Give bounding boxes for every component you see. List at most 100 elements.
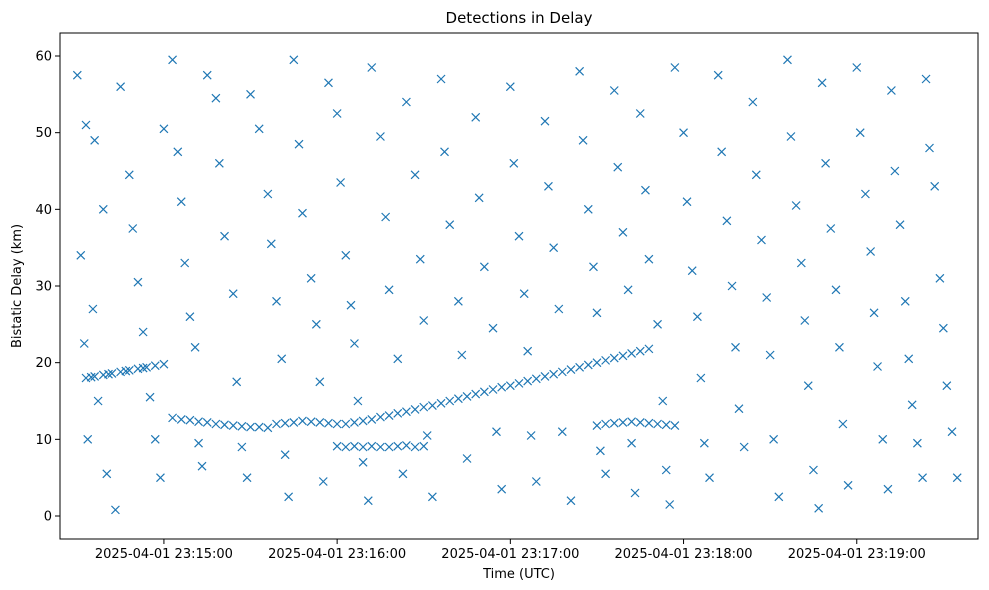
detection-point [717,147,727,157]
detection-point [350,418,359,427]
detection-point [783,55,792,65]
detection-point [942,381,952,391]
detection-point [592,308,602,318]
x-axis: 2025-04-01 23:15:00 2025-04-01 23:16:00 20… [95,539,926,562]
detection-point [860,189,870,199]
detection-point [358,442,368,452]
detection-point [952,473,962,483]
detection-point [644,418,654,428]
detection-point [601,419,611,429]
detection-point [246,422,255,432]
detection-point [557,427,567,437]
detection-point [294,139,304,149]
detection-point [86,372,96,382]
detection-point [453,296,463,306]
detection-point [488,385,498,394]
detection-point [852,63,862,72]
detection-point [479,262,489,272]
detection-point [315,418,325,427]
detection-point [554,304,564,314]
detection-point [618,351,628,361]
detection-point [93,396,103,406]
detection-point [111,505,120,515]
detection-point [786,132,796,141]
detection-point [925,143,934,153]
detection-point [419,441,429,451]
detection-point [180,258,190,268]
detection-point [237,442,247,452]
detection-point [367,414,377,424]
detection-point [890,166,900,176]
detection-point [800,316,810,325]
detection-point [306,417,316,427]
detection-point [566,496,576,506]
detection-point [415,254,425,264]
detection-point [124,365,134,375]
detection-point [445,220,455,230]
detection-point [220,420,229,430]
detection-point [358,416,368,426]
detection-point [88,304,98,314]
detection-point [376,412,385,422]
detection-point [90,372,100,381]
detection-point [692,312,702,322]
detection-point [324,78,333,88]
detection-point [748,97,758,107]
detection-point [658,396,668,406]
detection-point [930,181,940,191]
detection-point [609,418,619,428]
detection-point [102,469,112,479]
detection-point [471,389,481,399]
detection-point [803,381,813,391]
detection-point [263,189,273,199]
detection-point [381,212,391,222]
detection-point [479,387,489,397]
detection-point [682,197,692,207]
detection-point [531,477,541,486]
detection-point [138,327,148,337]
detection-point [817,78,827,88]
detection-point [918,473,927,483]
detection-point [332,109,342,118]
detection-point [935,273,945,283]
detection-point [419,316,429,325]
detection-point [509,158,519,168]
detection-point [220,231,229,241]
detection-point [544,181,553,191]
detection-point [190,342,200,352]
y-tick-label: 0 [44,510,52,525]
detection-point [280,450,290,460]
detection-point [635,109,645,118]
detection-point [232,377,242,387]
detection-point [705,473,714,483]
detection-point [519,289,529,299]
detection-point [635,418,645,427]
detection-point [575,362,585,372]
detection-point [142,362,152,372]
detection-point [791,201,801,210]
detection-point [641,185,650,195]
detection-point [769,434,779,444]
detection-point [341,442,351,452]
detection-point [128,224,138,233]
detection-point [332,441,342,451]
detection-point [79,339,89,348]
detection-point [826,224,836,233]
detection-point [900,296,910,306]
detection-point [98,204,108,214]
detection-point [838,419,848,429]
chart-title: Detections in Delay [446,9,593,27]
detection-point [670,421,680,430]
detection-point [81,120,91,130]
detection-point [618,227,628,237]
detection-point [809,465,818,475]
detection-point [627,438,637,448]
detection-point [263,423,273,433]
detection-point [445,396,455,406]
x-tick-label: 2025-04-01 23:15:00 [95,547,233,562]
detection-point [687,266,697,276]
detection-point [762,293,772,302]
x-tick-label: 2025-04-01 23:19:00 [788,547,926,562]
detection-point [336,178,346,187]
